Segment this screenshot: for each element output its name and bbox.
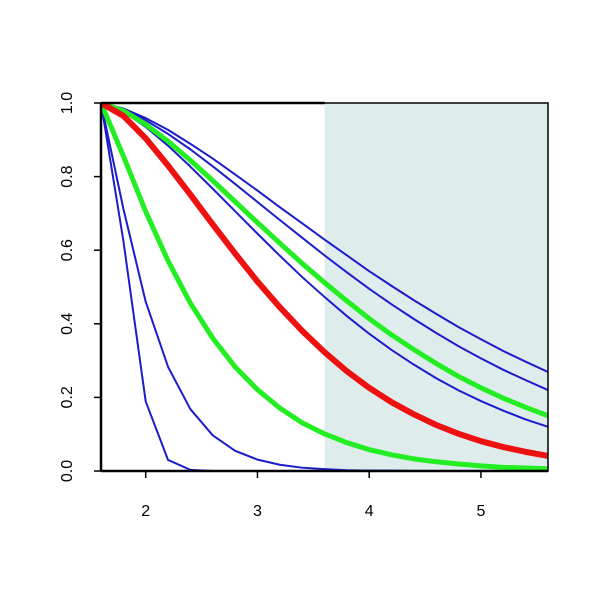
curve [101, 103, 548, 428]
y-tick-label: 1.0 [59, 92, 76, 114]
x-tick-label: 5 [476, 503, 485, 520]
curve [101, 103, 548, 471]
y-tick-label: 0.6 [59, 239, 76, 261]
highlight-region [324, 103, 548, 471]
curve [101, 103, 548, 373]
curve [101, 103, 548, 471]
curve [101, 103, 548, 391]
y-tick-label: 0.8 [59, 165, 76, 187]
x-tick-label: 2 [141, 503, 150, 520]
y-tick-label: 0.0 [59, 460, 76, 482]
x-tick-label: 3 [253, 503, 262, 520]
curve [101, 103, 548, 419]
y-tick-label: 0.4 [59, 313, 76, 335]
curve [101, 103, 548, 471]
y-tick-label: 0.2 [59, 386, 76, 408]
x-tick-label: 4 [365, 503, 374, 520]
curve [101, 103, 548, 459]
